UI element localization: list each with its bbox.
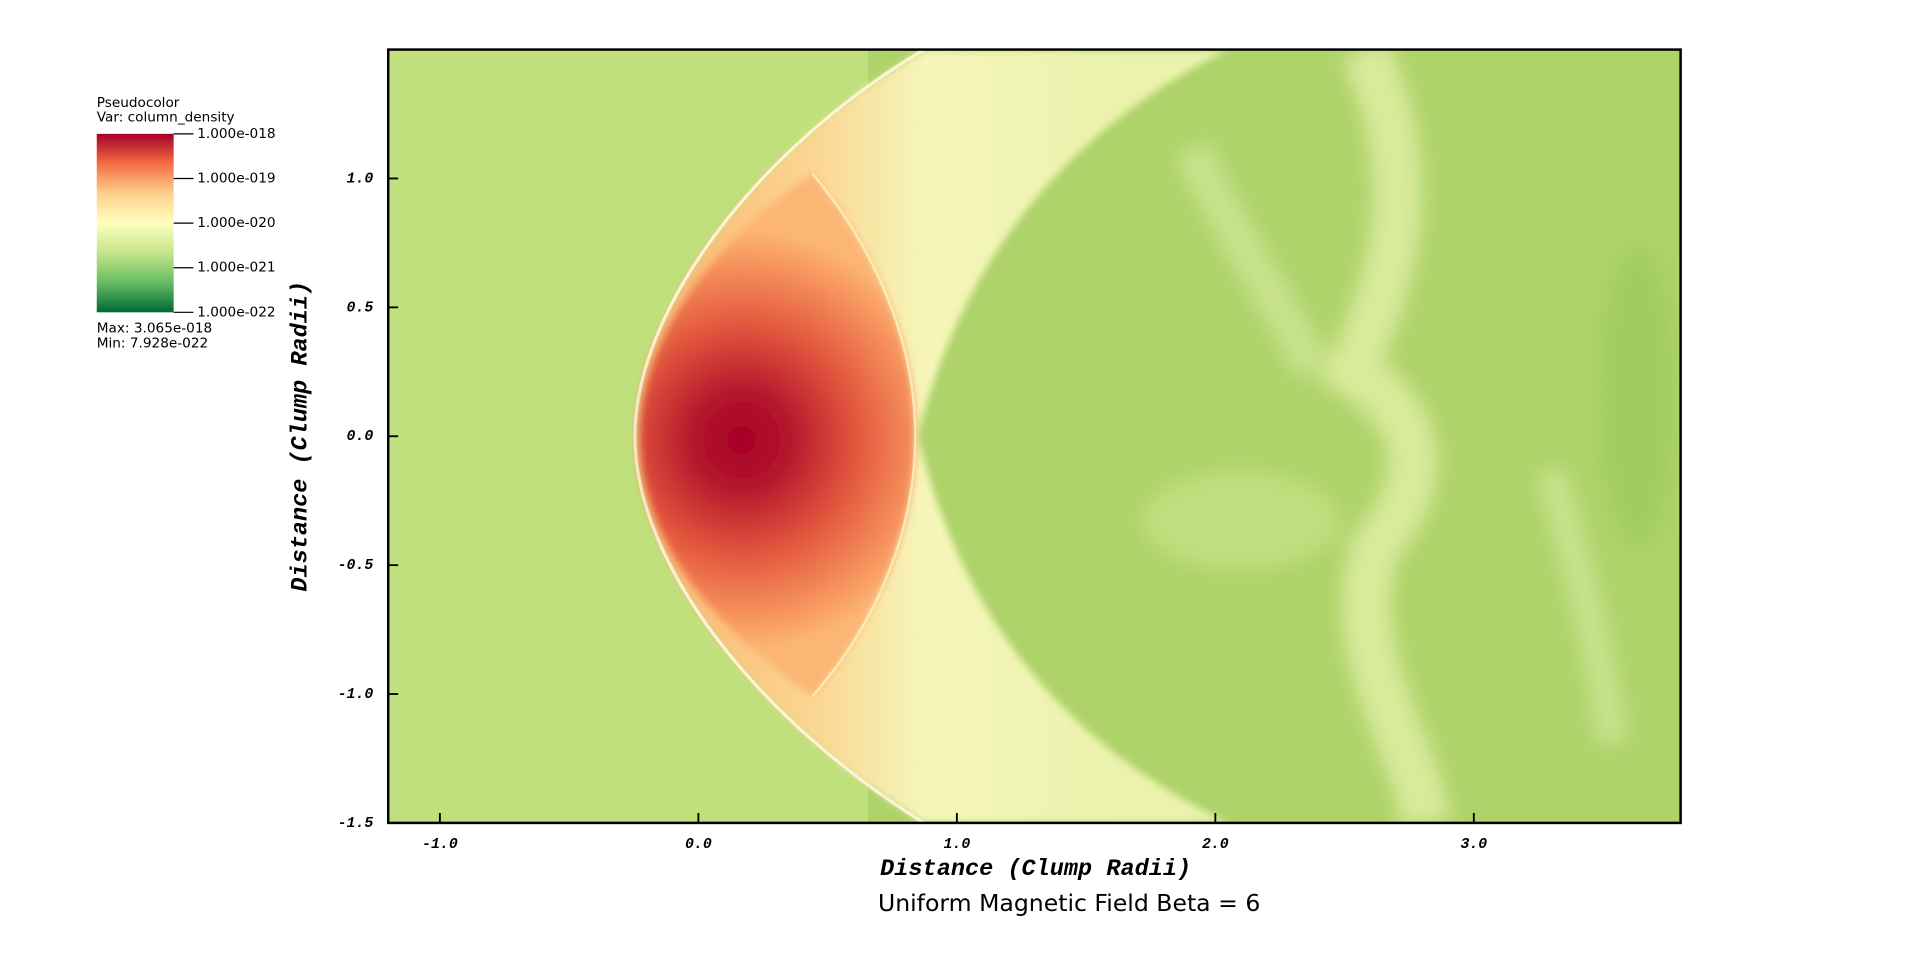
x-tick-label: 3.0: [1460, 837, 1487, 853]
x-tick-label: -1.0: [422, 837, 458, 853]
y-tick-label: 0.0: [347, 429, 374, 445]
x-tick-label: 1.0: [943, 837, 970, 853]
colorbar-tick-label: 1.000e-020: [197, 215, 275, 231]
y-axis-label: Distance (Clump Radii): [287, 281, 314, 592]
colorbar: [96, 133, 174, 313]
y-tick-label: -0.5: [338, 558, 374, 574]
chart-title: Uniform Magnetic Field Beta = 6: [878, 889, 1260, 917]
y-tick-label: 1.0: [347, 171, 374, 187]
colorbar-max: Max: 3.065e-018: [97, 320, 212, 336]
colorbar-tick-label: 1.000e-022: [197, 304, 275, 320]
colorbar-title: Pseudocolor: [97, 95, 180, 111]
colorbar-tick-label: 1.000e-021: [197, 260, 275, 276]
colorbar-tick-label: 1.000e-018: [197, 126, 275, 142]
density-field: [388, 49, 1681, 823]
colorbar-min: Min: 7.928e-022: [97, 335, 208, 351]
y-tick-label: -1.0: [338, 687, 374, 703]
colorbar-var: Var: column_density: [97, 110, 235, 126]
y-tick-label: 0.5: [347, 300, 374, 316]
colorbar-tick-label: 1.000e-019: [197, 170, 275, 186]
x-axis-label: Distance (Clump Radii): [880, 856, 1191, 883]
x-tick-label: 0.0: [685, 837, 712, 853]
x-tick-label: 2.0: [1202, 837, 1229, 853]
y-tick-label: -1.5: [338, 816, 374, 832]
